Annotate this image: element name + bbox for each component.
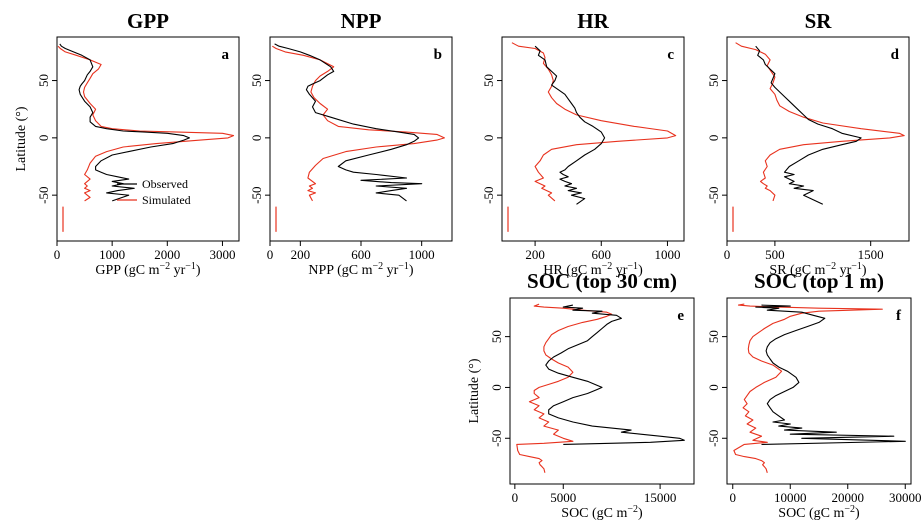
observed-series-line [274, 43, 423, 202]
x-axis-label: SOC (gC m−2) [778, 504, 860, 520]
panel-title: NPP [341, 9, 382, 33]
panel-title: GPP [127, 9, 169, 33]
y-tick-label: 0 [249, 135, 264, 142]
y-tick-label: 0 [36, 135, 51, 142]
legend-simulated-label: Simulated [142, 193, 191, 207]
simulated-series-line [733, 303, 883, 473]
plot-frame [269, 36, 453, 242]
panel-soc1m: SOC (top 1 m) f 0 10000 20000 30000 -50 0 50 SOC … [706, 269, 922, 520]
y-tick-label: 50 [706, 330, 721, 343]
panel-hr: HR c 200 600 1000 -50 0 50 HR (gC m−2 yr−1) [481, 9, 685, 278]
y-tick-label: -50 [481, 186, 496, 203]
simulated-series-line [511, 42, 677, 202]
observed-series-line [545, 304, 685, 445]
x-tick-label: 10000 [774, 490, 807, 505]
plot-frame [501, 36, 685, 242]
panel-sr: SR d 0 500 1500 -50 0 50 SR (gC m−2 yr−1) [706, 9, 910, 278]
x-tick-label: 1500 [858, 247, 884, 262]
panel-letter: a [222, 47, 230, 63]
y-tick-label: 0 [706, 384, 721, 391]
plot-frame [726, 36, 910, 242]
x-tick-label: 1000 [99, 247, 125, 262]
panel-letter: d [891, 47, 900, 63]
x-tick-label: 600 [592, 247, 612, 262]
y-tick-label: -50 [489, 430, 504, 447]
y-axis-label: Latitude (°) [467, 358, 482, 423]
y-tick-label: -50 [36, 186, 51, 203]
panel-letter: f [896, 308, 902, 324]
y-tick-label: -50 [706, 430, 721, 447]
x-tick-label: 500 [765, 247, 785, 262]
y-tick-label: 0 [706, 135, 721, 142]
panel-letter: b [434, 47, 442, 63]
observed-series-line [59, 43, 190, 202]
simulated-series-line [516, 303, 613, 473]
x-axis-label: GPP (gC m−2 yr−1) [95, 261, 201, 278]
observed-series-line [755, 304, 906, 445]
y-tick-label: 0 [481, 135, 496, 142]
plot-frame [56, 36, 240, 242]
simulated-series-line [57, 45, 235, 202]
x-tick-label: 200 [525, 247, 545, 262]
panel-soc30: SOC (top 30 cm)e 0 5000 15000 -50 0 50 SOC (gC … [467, 269, 695, 520]
simulated-series-line [272, 45, 445, 202]
y-tick-label: 50 [249, 74, 264, 87]
x-tick-label: 0 [512, 490, 519, 505]
x-axis-label: HR (gC m−2 yr−1) [543, 261, 643, 278]
x-tick-label: 2000 [154, 247, 180, 262]
panel-letter: c [667, 47, 674, 63]
simulated-series-line [735, 42, 905, 202]
panel-gpp: GPP a 0 1000 2000 3000 -50 0 50 GPP (gC m−2 yr−1)… [14, 9, 240, 278]
y-tick-label: 50 [706, 74, 721, 87]
x-tick-label: 15000 [644, 490, 677, 505]
y-tick-label: 0 [489, 384, 504, 391]
legend-observed-label: Observed [142, 177, 188, 191]
y-tick-label: -50 [706, 186, 721, 203]
panel-title: SOC (top 1 m) [754, 269, 884, 293]
x-tick-label: 5000 [550, 490, 576, 505]
y-tick-label: 50 [481, 74, 496, 87]
plot-frame [509, 297, 695, 485]
y-axis-label: Latitude (°) [14, 106, 29, 171]
x-tick-label: 200 [291, 247, 311, 262]
x-axis-label: SR (gC m−2 yr−1) [769, 261, 866, 278]
panel-npp: NPP b 0 200 600 1000 -50 0 50 NPP (gC m−2 yr−1) [249, 9, 453, 278]
x-tick-label: 20000 [832, 490, 865, 505]
observed-series-line [534, 45, 606, 205]
observed-series-line [755, 45, 862, 205]
x-tick-label: 1000 [654, 247, 680, 262]
x-tick-label: 0 [54, 247, 61, 262]
x-axis-label: SOC (gC m−2) [561, 504, 643, 520]
y-tick-label: 50 [489, 330, 504, 343]
panel-title: SR [805, 9, 833, 33]
x-tick-label: 600 [351, 247, 371, 262]
y-tick-label: 50 [36, 74, 51, 87]
panel-title: HR [577, 9, 609, 33]
x-axis-label: NPP (gC m−2 yr−1) [308, 261, 414, 278]
x-tick-label: 1000 [409, 247, 435, 262]
plot-frame [726, 297, 912, 485]
x-tick-label: 3000 [209, 247, 235, 262]
panel-letter: e [677, 308, 684, 324]
x-tick-label: 0 [724, 247, 731, 262]
panel-title: SOC (top 30 cm) [527, 269, 677, 293]
x-tick-label: 0 [267, 247, 274, 262]
x-tick-label: 30000 [889, 490, 922, 505]
y-tick-label: -50 [249, 186, 264, 203]
x-tick-label: 0 [730, 490, 737, 505]
